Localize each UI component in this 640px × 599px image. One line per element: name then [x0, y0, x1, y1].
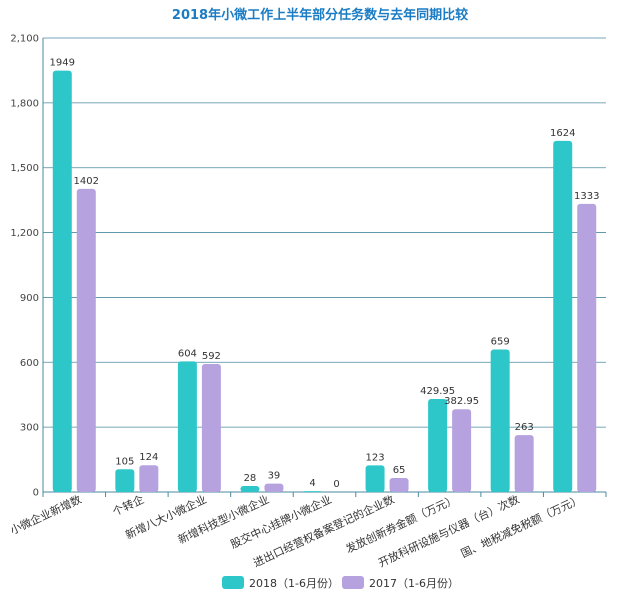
- data-label: 1949: [50, 58, 75, 69]
- data-label: 382.95: [444, 396, 479, 407]
- data-label: 105: [115, 456, 134, 467]
- legend-swatch[interactable]: [222, 576, 244, 589]
- bar-2018[interactable]: [490, 349, 510, 492]
- bar-2018[interactable]: [428, 399, 448, 492]
- bar-2018[interactable]: [553, 140, 573, 492]
- bar-2017[interactable]: [264, 483, 284, 492]
- bar-2018[interactable]: [177, 361, 197, 492]
- legend[interactable]: 2018（1-6月份） 2017（1-6月份）: [222, 576, 459, 590]
- category-label: 国、地税减免税额（万元）: [458, 492, 584, 560]
- y-tick-label: 600: [20, 358, 39, 369]
- data-label: 604: [178, 348, 197, 359]
- legend-label[interactable]: 2017（1-6月份）: [369, 577, 459, 590]
- bar-2018[interactable]: [52, 70, 72, 492]
- y-tick-label: 1,500: [10, 163, 39, 174]
- y-tick-label: 900: [20, 293, 39, 304]
- legend-label[interactable]: 2018（1-6月份）: [249, 577, 339, 590]
- data-label: 1402: [74, 176, 99, 187]
- data-label: 429.95: [420, 386, 455, 397]
- data-label: 28: [244, 473, 257, 484]
- data-label: 1333: [574, 191, 599, 202]
- data-label: 659: [491, 337, 510, 348]
- data-label: 592: [202, 351, 221, 362]
- bar-2017[interactable]: [139, 465, 159, 492]
- y-tick-label: 1,800: [10, 98, 39, 109]
- data-label: 263: [515, 422, 534, 433]
- category-labels: 小微企业新增数 个转企新增八大小微企业新增科技型小微企业股交中心挂牌小微企业进出口…: [8, 492, 584, 570]
- data-label: 65: [393, 465, 406, 476]
- bar-2018[interactable]: [365, 465, 385, 492]
- category-label: 小微企业新增数: [8, 492, 84, 537]
- chart-title: 2018年小微工作上半年部分任务数与去年同期比较: [171, 8, 469, 23]
- legend-swatch[interactable]: [342, 576, 364, 589]
- data-label: 4: [309, 478, 315, 489]
- axes: 0 300 600 900 1,200 1,500 1,800 2,100: [10, 34, 607, 499]
- bar-2018[interactable]: [240, 485, 260, 492]
- bar-2018[interactable]: [115, 469, 135, 492]
- category-label: 股交中心挂牌小微企业: [228, 492, 334, 551]
- data-label: 39: [268, 471, 281, 482]
- bar-2017[interactable]: [452, 409, 472, 492]
- bar-2017[interactable]: [389, 477, 409, 492]
- y-tick-label: 0: [33, 488, 39, 499]
- category-label: 个转企: [110, 492, 146, 519]
- y-tick-label: 2,100: [10, 34, 39, 45]
- bars: [52, 70, 597, 493]
- bar-2017[interactable]: [201, 364, 221, 492]
- grid-lines: [43, 37, 606, 428]
- y-tick-label: 300: [20, 423, 39, 434]
- data-label: 124: [139, 452, 158, 463]
- data-label: 123: [366, 452, 385, 463]
- bar-2017[interactable]: [514, 435, 534, 492]
- data-label: 1624: [550, 128, 575, 139]
- data-label: 0: [333, 479, 339, 490]
- bar-2018[interactable]: [303, 491, 322, 492]
- data-labels: 1949 1402 105 124 604 592 28 39 4 0 123 65 429.95382…: [50, 58, 600, 490]
- y-tick-label: 1,200: [10, 228, 39, 239]
- bar-2017[interactable]: [76, 188, 96, 493]
- bar-2017[interactable]: [577, 203, 597, 492]
